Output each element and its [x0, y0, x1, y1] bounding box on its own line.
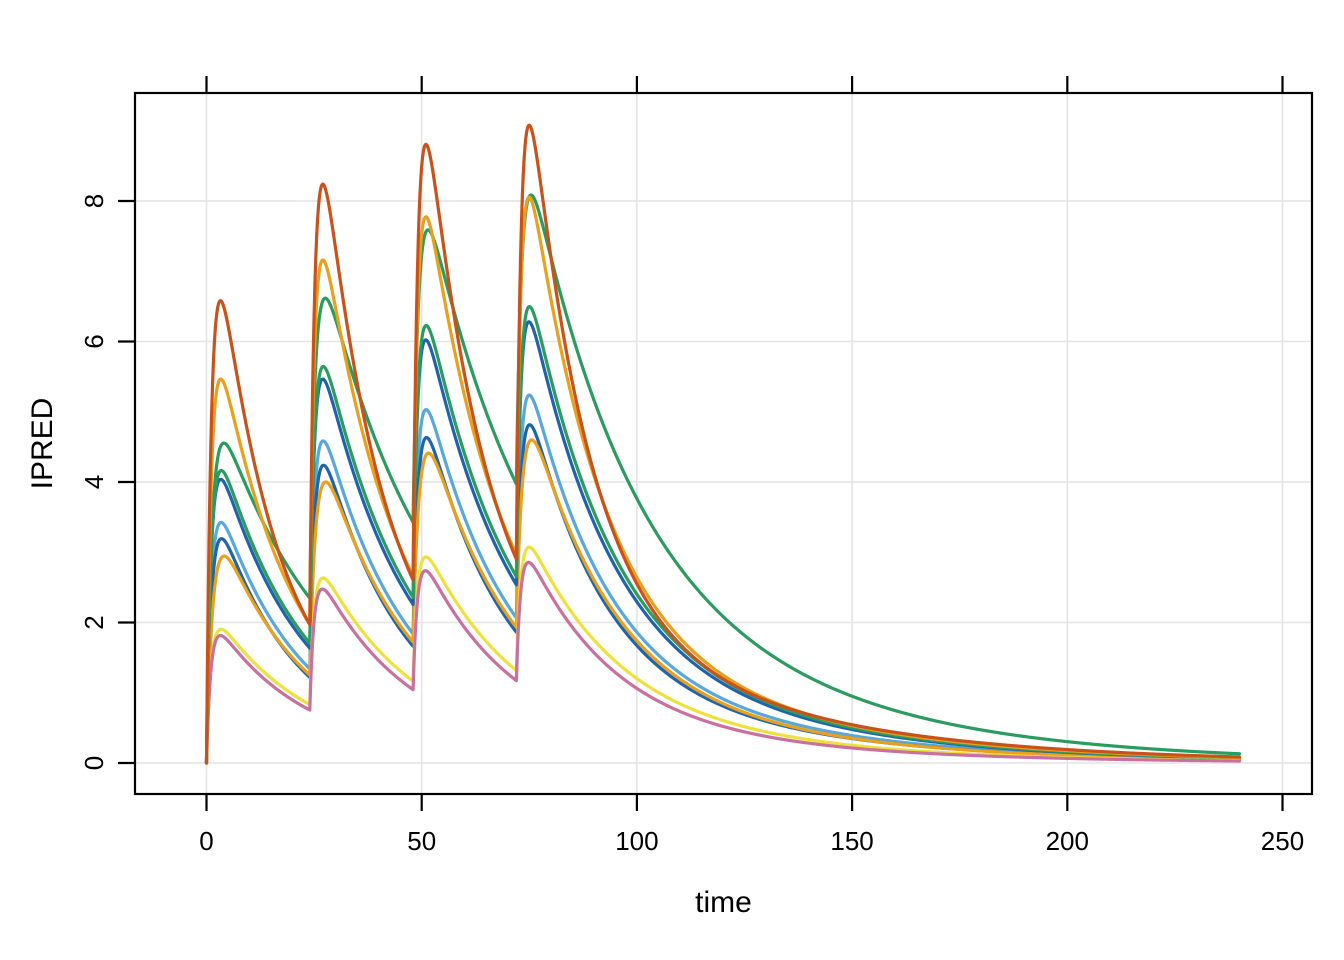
x-tick-label: 50: [407, 826, 436, 856]
y-tick-label: 2: [79, 615, 109, 629]
axis-ticks: [118, 76, 1284, 811]
y-tick-label: 6: [79, 334, 109, 348]
x-tick-label: 200: [1046, 826, 1089, 856]
y-tick-label: 4: [79, 475, 109, 489]
series-line-subject-09: [204, 545, 1242, 765]
series-line-subject-08: [204, 438, 1242, 765]
x-tick-label: 100: [615, 826, 658, 856]
series-line-subject-04: [204, 304, 1242, 765]
x-tick-label: 0: [199, 826, 213, 856]
x-tick-label: 250: [1261, 826, 1304, 856]
series-line-subject-10: [204, 560, 1242, 765]
y-axis-title: IPRED: [26, 398, 59, 490]
gridlines: [135, 93, 1312, 794]
axis-tick-labels: 0 50 100 150 200 250 0 2 4 6 8: [79, 194, 1304, 856]
y-tick-label: 8: [79, 194, 109, 208]
series-line-subject-01: [204, 123, 1242, 765]
y-tick-label: 0: [79, 756, 109, 770]
series-lines: [204, 123, 1242, 765]
x-tick-label: 150: [830, 826, 873, 856]
series-line-subject-03: [204, 193, 1242, 765]
x-axis-title: time: [695, 886, 752, 919]
plot-border-box: [133, 91, 1314, 796]
series-line-subject-07: [204, 423, 1242, 765]
